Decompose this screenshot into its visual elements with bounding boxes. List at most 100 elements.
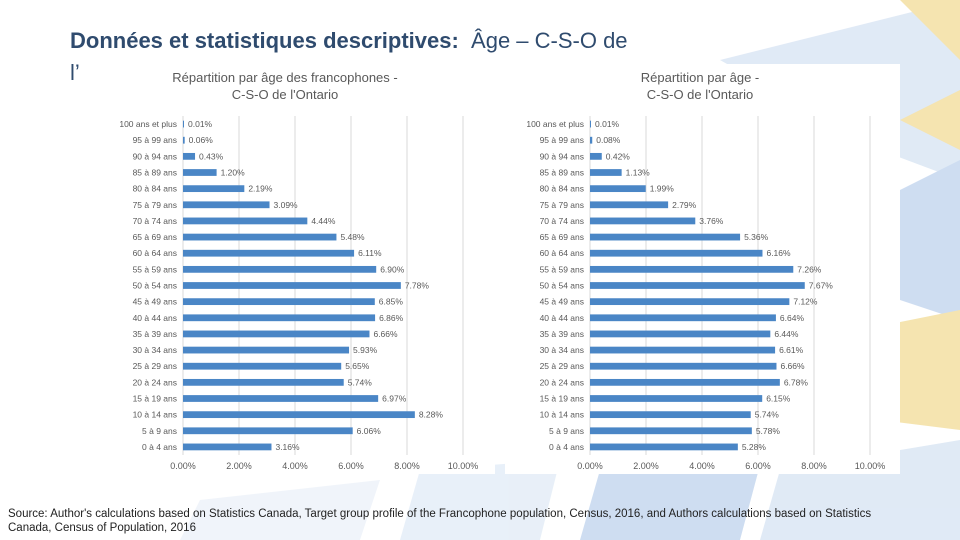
category-label: 50 à 54 ans <box>540 281 584 291</box>
slide-title: Données et statistiques descriptives: Âg… <box>70 28 628 54</box>
chart-right-title-line1: Répartition par âge - <box>640 70 760 85</box>
category-label: 90 à 94 ans <box>540 151 584 161</box>
data-label: 6.15% <box>766 394 791 404</box>
bar <box>590 233 741 241</box>
data-label: 5.48% <box>340 232 365 242</box>
x-tick-label: 6.00% <box>745 461 771 471</box>
data-label: 1.99% <box>650 184 675 194</box>
data-label: 6.78% <box>784 377 809 387</box>
data-label: 5.74% <box>348 377 373 387</box>
bar <box>183 378 344 386</box>
x-tick-label: 8.00% <box>394 461 420 471</box>
bar <box>183 330 370 338</box>
data-label: 6.16% <box>766 248 791 258</box>
data-label: 5.78% <box>756 426 781 436</box>
bar <box>183 443 272 451</box>
data-label: 6.11% <box>358 248 382 258</box>
data-label: 0.01% <box>188 119 213 129</box>
bar <box>183 217 308 225</box>
data-label: 2.19% <box>248 184 273 194</box>
x-tick-label: 2.00% <box>226 461 252 471</box>
x-tick-label: 2.00% <box>633 461 659 471</box>
bar <box>590 282 805 289</box>
bar <box>183 185 245 193</box>
data-label: 6.61% <box>779 345 804 355</box>
bar <box>590 378 780 386</box>
category-label: 20 à 24 ans <box>540 377 584 387</box>
category-label: 75 à 79 ans <box>133 200 177 210</box>
category-label: 45 à 49 ans <box>133 297 177 307</box>
chart-right-plot: 0.00% 2.00% 4.00% 6.00% 8.00% 10.00% 100 ans e… <box>526 116 886 471</box>
bar <box>183 395 379 402</box>
x-tick-label: 10.00% <box>855 461 886 471</box>
data-label: 0.43% <box>199 151 224 161</box>
bar <box>183 201 270 209</box>
category-label: 10 à 14 ans <box>133 410 177 420</box>
category-label: 30 à 34 ans <box>133 345 177 355</box>
category-label: 20 à 24 ans <box>133 377 177 387</box>
data-label: 6.97% <box>382 394 407 404</box>
data-label: 4.44% <box>311 216 336 226</box>
data-label: 6.66% <box>373 329 398 339</box>
bar <box>590 265 794 273</box>
data-label: 6.85% <box>379 297 404 307</box>
category-label: 60 à 64 ans <box>540 248 584 258</box>
category-label: 100 ans et plus <box>526 119 584 129</box>
data-label: 8.28% <box>419 410 444 420</box>
chart-right: Répartition par âge - C-S-O de l'Ontario… <box>505 64 900 474</box>
bar <box>183 233 337 241</box>
bar <box>590 169 622 176</box>
chart-right-title: Répartition par âge - C-S-O de l'Ontario <box>505 69 895 103</box>
bar <box>183 314 376 322</box>
data-label: 0.06% <box>189 135 214 145</box>
category-label: 40 à 44 ans <box>540 313 584 323</box>
data-label: 2.79% <box>672 200 697 210</box>
category-label: 70 à 74 ans <box>133 216 177 226</box>
category-label: 55 à 59 ans <box>540 264 584 274</box>
category-label: 90 à 94 ans <box>133 151 177 161</box>
category-label: 30 à 34 ans <box>540 345 584 355</box>
data-label: 6.66% <box>780 361 805 371</box>
bar <box>183 362 342 370</box>
category-label: 85 à 89 ans <box>133 168 177 178</box>
bar <box>590 395 763 402</box>
data-label: 6.44% <box>774 329 799 339</box>
data-label: 1.13% <box>626 168 651 178</box>
category-label: 25 à 29 ans <box>540 361 584 371</box>
slide-title-bold: Données et statistiques descriptives: <box>70 28 459 53</box>
bar <box>183 120 184 128</box>
bar <box>590 298 790 306</box>
category-label: 5 à 9 ans <box>549 426 584 436</box>
category-label: 5 à 9 ans <box>142 426 177 436</box>
x-tick-label: 4.00% <box>282 461 308 471</box>
category-label: 95 à 99 ans <box>540 135 584 145</box>
data-label: 5.93% <box>353 345 378 355</box>
bar <box>590 443 738 451</box>
slide-title-wrap: l’ <box>70 60 80 85</box>
category-label: 85 à 89 ans <box>540 168 584 178</box>
data-label: 5.28% <box>742 442 767 452</box>
chart-left-title: Répartition par âge des francophones - C… <box>95 69 475 103</box>
bar <box>590 120 591 128</box>
category-label: 70 à 74 ans <box>540 216 584 226</box>
data-label: 0.01% <box>595 119 620 129</box>
category-label: 0 à 4 ans <box>142 442 177 452</box>
category-label: 35 à 39 ans <box>133 329 177 339</box>
category-label: 10 à 14 ans <box>540 410 584 420</box>
category-label: 25 à 29 ans <box>133 361 177 371</box>
data-label: 1.20% <box>221 168 246 178</box>
category-label: 60 à 64 ans <box>133 248 177 258</box>
data-label: 7.26% <box>797 264 822 274</box>
x-tick-label: 0.00% <box>577 461 603 471</box>
category-label: 35 à 39 ans <box>540 329 584 339</box>
bar <box>183 136 185 144</box>
bar <box>183 411 415 419</box>
category-label: 95 à 99 ans <box>133 135 177 145</box>
bar <box>590 330 771 338</box>
bar <box>183 427 353 435</box>
category-label: 80 à 84 ans <box>133 184 177 194</box>
bar <box>183 282 401 289</box>
data-label: 5.74% <box>755 410 780 420</box>
bar <box>590 314 776 322</box>
category-label: 100 ans et plus <box>119 119 177 129</box>
